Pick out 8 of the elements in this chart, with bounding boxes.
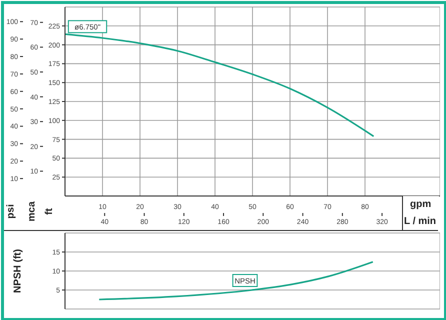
y-axis-title: NPSH (ft) xyxy=(12,249,24,293)
y-axis-title: ft xyxy=(44,208,55,215)
y3-axis-title: mca xyxy=(26,201,38,222)
y2-axis-title: psi xyxy=(6,204,17,219)
x-axis-title: gpm xyxy=(410,199,432,210)
line-series xyxy=(65,33,374,138)
line-series xyxy=(98,261,374,300)
x2-axis-title: L / min xyxy=(404,216,436,227)
